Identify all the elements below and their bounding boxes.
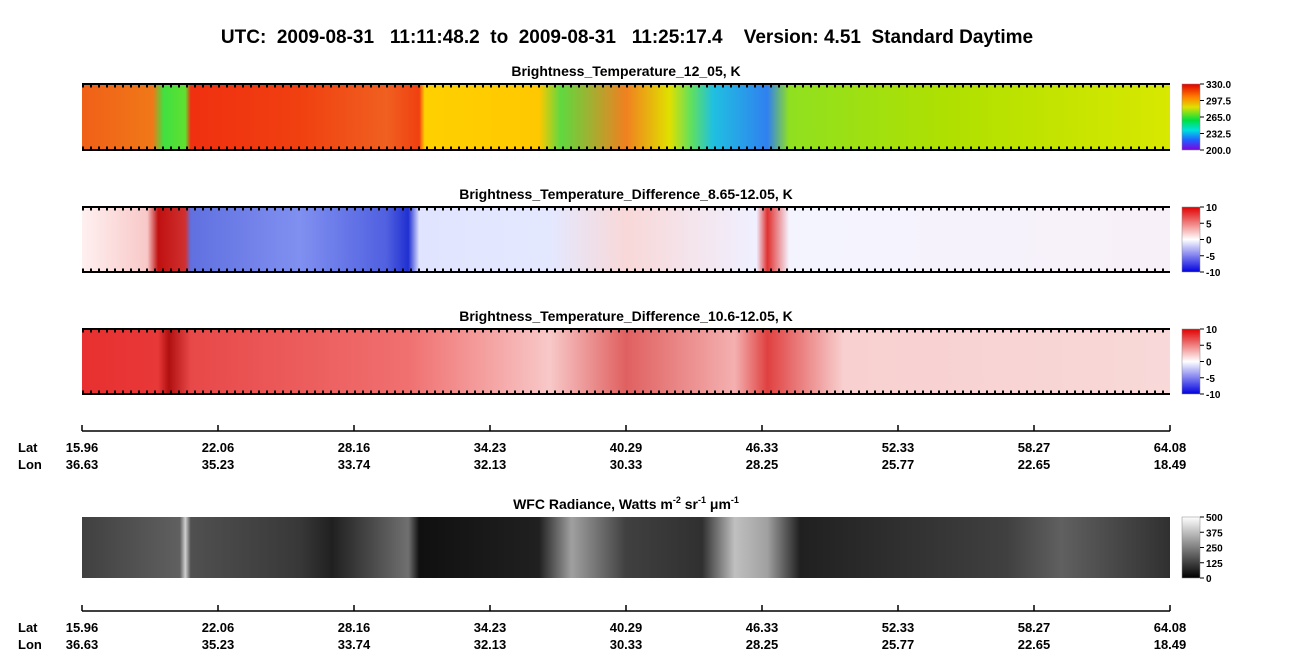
lat-value: 64.08 [1154, 620, 1187, 635]
colorbar [1181, 83, 1201, 151]
panel-title: Brightness_Temperature_Difference_10.6-1… [459, 308, 793, 324]
lon-value: 18.49 [1154, 457, 1187, 472]
lat-value: 58.27 [1018, 620, 1051, 635]
colorbar-label: -5 [1206, 374, 1215, 385]
lon-value: 28.25 [746, 457, 779, 472]
title-text: WFC Radiance, Watts m [513, 496, 673, 512]
lat-value: 15.96 [66, 620, 99, 635]
lon-value: 32.13 [474, 457, 507, 472]
lon-value: 35.23 [202, 637, 235, 652]
lon-value: 22.65 [1018, 637, 1051, 652]
colorbar-label: -5 [1206, 252, 1215, 263]
colorbar-label: 250 [1206, 544, 1223, 555]
lat-label: Lat [18, 440, 38, 455]
lon-value: 18.49 [1154, 637, 1187, 652]
lat-value: 22.06 [202, 620, 235, 635]
title-text: sr [681, 496, 699, 512]
colorbar-label: 0 [1206, 236, 1212, 247]
title-superscript: -2 [673, 495, 681, 505]
colorbar-label: 500 [1206, 513, 1223, 524]
colorbar-label: 125 [1206, 559, 1223, 570]
lat-value: 34.23 [474, 440, 507, 455]
colorbar-label: 200.0 [1206, 146, 1231, 157]
colorbar [1181, 328, 1201, 395]
lat-value: 46.33 [746, 440, 779, 455]
lon-value: 30.33 [610, 637, 643, 652]
title-superscript: -1 [698, 495, 706, 505]
lat-label: Lat [18, 620, 38, 635]
colorbar-label: 10 [1206, 325, 1218, 336]
colorbar-label: 5 [1206, 341, 1212, 352]
title-text: Brightness_Temperature_Difference_10.6-1… [459, 308, 793, 324]
colorbar-label: 232.5 [1206, 130, 1231, 141]
lon-value: 25.77 [882, 637, 915, 652]
lon-label: Lon [18, 637, 42, 652]
panel-title: WFC Radiance, Watts m-2 sr-1 μm-1 [513, 495, 739, 512]
lat-value: 64.08 [1154, 440, 1187, 455]
lon-value: 35.23 [202, 457, 235, 472]
lat-value: 52.33 [882, 620, 915, 635]
panel-title: Brightness_Temperature_Difference_8.65-1… [459, 186, 793, 202]
colorbar-label: 0 [1206, 574, 1212, 585]
lat-value: 15.96 [66, 440, 99, 455]
title-text: μm [706, 496, 731, 512]
lat-value: 40.29 [610, 620, 643, 635]
page-title: UTC: 2009-08-31 11:11:48.2 to 2009-08-31… [221, 27, 1033, 48]
colorbar-label: 265.0 [1206, 113, 1231, 124]
data-strip [82, 329, 1170, 394]
lon-value: 33.74 [338, 457, 371, 472]
colorbar-label: -10 [1206, 390, 1221, 401]
lon-value: 32.13 [474, 637, 507, 652]
lon-value: 22.65 [1018, 457, 1051, 472]
colorbar [1181, 206, 1201, 273]
title-superscript: -1 [731, 495, 739, 505]
lat-value: 28.16 [338, 620, 371, 635]
colorbar-label: 5 [1206, 219, 1212, 230]
data-strip [82, 84, 1170, 150]
colorbar-label: -10 [1206, 268, 1221, 279]
colorbar-label: 0 [1206, 358, 1212, 369]
lat-value: 28.16 [338, 440, 371, 455]
colorbar-label: 297.5 [1206, 97, 1231, 108]
panel-title: Brightness_Temperature_12_05, K [511, 63, 740, 79]
lat-value: 40.29 [610, 440, 643, 455]
lon-value: 30.33 [610, 457, 643, 472]
colorbar-label: 330.0 [1206, 80, 1231, 91]
lat-value: 58.27 [1018, 440, 1051, 455]
data-strip [82, 517, 1170, 578]
lon-label: Lon [18, 457, 42, 472]
colorbar-label: 10 [1206, 203, 1218, 214]
lat-value: 52.33 [882, 440, 915, 455]
lat-value: 22.06 [202, 440, 235, 455]
lon-value: 28.25 [746, 637, 779, 652]
lon-value: 36.63 [66, 637, 99, 652]
lon-value: 25.77 [882, 457, 915, 472]
lat-value: 34.23 [474, 620, 507, 635]
lon-value: 36.63 [66, 457, 99, 472]
data-strip [82, 207, 1170, 272]
colorbar [1181, 516, 1201, 579]
title-text: Brightness_Temperature_12_05, K [511, 63, 740, 79]
lat-value: 46.33 [746, 620, 779, 635]
colorbar-label: 375 [1206, 528, 1223, 539]
lon-value: 33.74 [338, 637, 371, 652]
title-text: Brightness_Temperature_Difference_8.65-1… [459, 186, 793, 202]
